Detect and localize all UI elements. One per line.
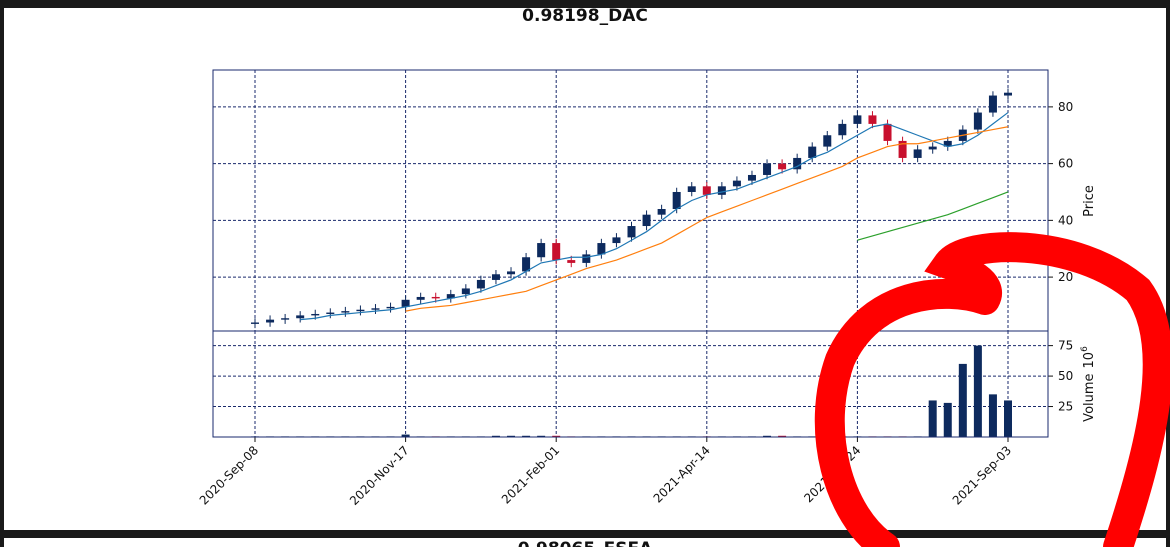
y-tick-label: 50 [1058,369,1073,383]
red-annotation-circle [814,232,1170,547]
volume-bar [507,435,516,437]
candle-body [537,243,546,258]
y-tick-label: 40 [1058,213,1073,227]
candle-body [251,322,259,324]
candle-body [928,146,937,150]
candle-body [717,186,726,195]
candle-body [732,180,741,187]
volume-bar [401,434,410,437]
volume-bar [491,435,500,437]
candle-body [913,149,922,158]
y-axis-label: Price [1082,185,1097,217]
moving-average-line [857,191,1009,241]
candle-body [627,226,636,238]
candle-body [808,146,817,158]
candle-body [431,296,440,299]
candle-body [507,271,516,275]
candle-body [642,214,651,227]
candle-body [266,319,275,323]
volume-axis-label: Volume 106 [1080,346,1097,422]
y-tick-label: 75 [1058,339,1073,353]
volume-bar [778,435,787,437]
candle-body [657,209,666,215]
volume-multiplier-exponent: 6 [1080,346,1090,352]
volume-bar [537,435,546,437]
volume-label: Volume [1082,373,1097,421]
candle-body [868,115,877,124]
next-figure-background [4,538,1166,547]
candle-body [296,315,305,319]
next-chart-title: 0.98065_ESEA [518,539,653,547]
candle-body [522,257,531,272]
volume-bar [928,400,937,437]
candle-body [341,311,350,313]
candle-body [672,191,681,210]
candle-body [552,243,561,261]
volume-bar [1004,400,1012,437]
candle-body [416,296,425,300]
candle-body [702,186,711,195]
candle-body [386,306,395,309]
candle-body [988,95,997,113]
candle-body [461,288,470,295]
candle-body [1004,92,1012,96]
candle-body [973,112,982,130]
candle-body [838,123,847,136]
chart-title: 0.98198_DAC [522,6,648,26]
candle-body [778,163,787,170]
volume-bar [943,402,952,437]
candle-body [823,135,832,147]
candle-body [326,312,335,314]
moving-average-line [405,126,1009,312]
candle-body [582,254,591,263]
candle-body [567,260,576,263]
candle-body [446,294,455,299]
y-tick-label: 60 [1058,157,1073,171]
candle-body [371,308,380,310]
volume-bar [552,435,561,437]
candle-body [898,140,907,158]
candle-body [612,237,621,244]
volume-bar [988,394,997,437]
volume-multiplier-base: 10 [1082,352,1097,369]
volume-bar [958,363,967,437]
y-tick-label: 20 [1058,270,1073,284]
candle-body [883,123,892,141]
candle-body [687,186,696,192]
candle-body [491,274,500,280]
candle-body [763,163,772,175]
candle-body [853,115,862,124]
volume-bar [763,435,772,437]
volume-panel-frame [212,330,1049,438]
candle-body [747,174,756,181]
y-tick-label: 80 [1058,100,1073,114]
candle-body [281,318,290,320]
y-tick-label: 25 [1058,400,1073,414]
volume-bar [522,435,531,437]
moving-average-line [300,112,1009,321]
candle-body [793,157,802,170]
candle-body [356,309,365,312]
candle-body [597,243,606,255]
candle-body [401,299,410,307]
candle-body [476,279,485,289]
volume-bar [973,345,982,437]
candle-body [943,140,952,147]
candle-body [311,313,320,316]
